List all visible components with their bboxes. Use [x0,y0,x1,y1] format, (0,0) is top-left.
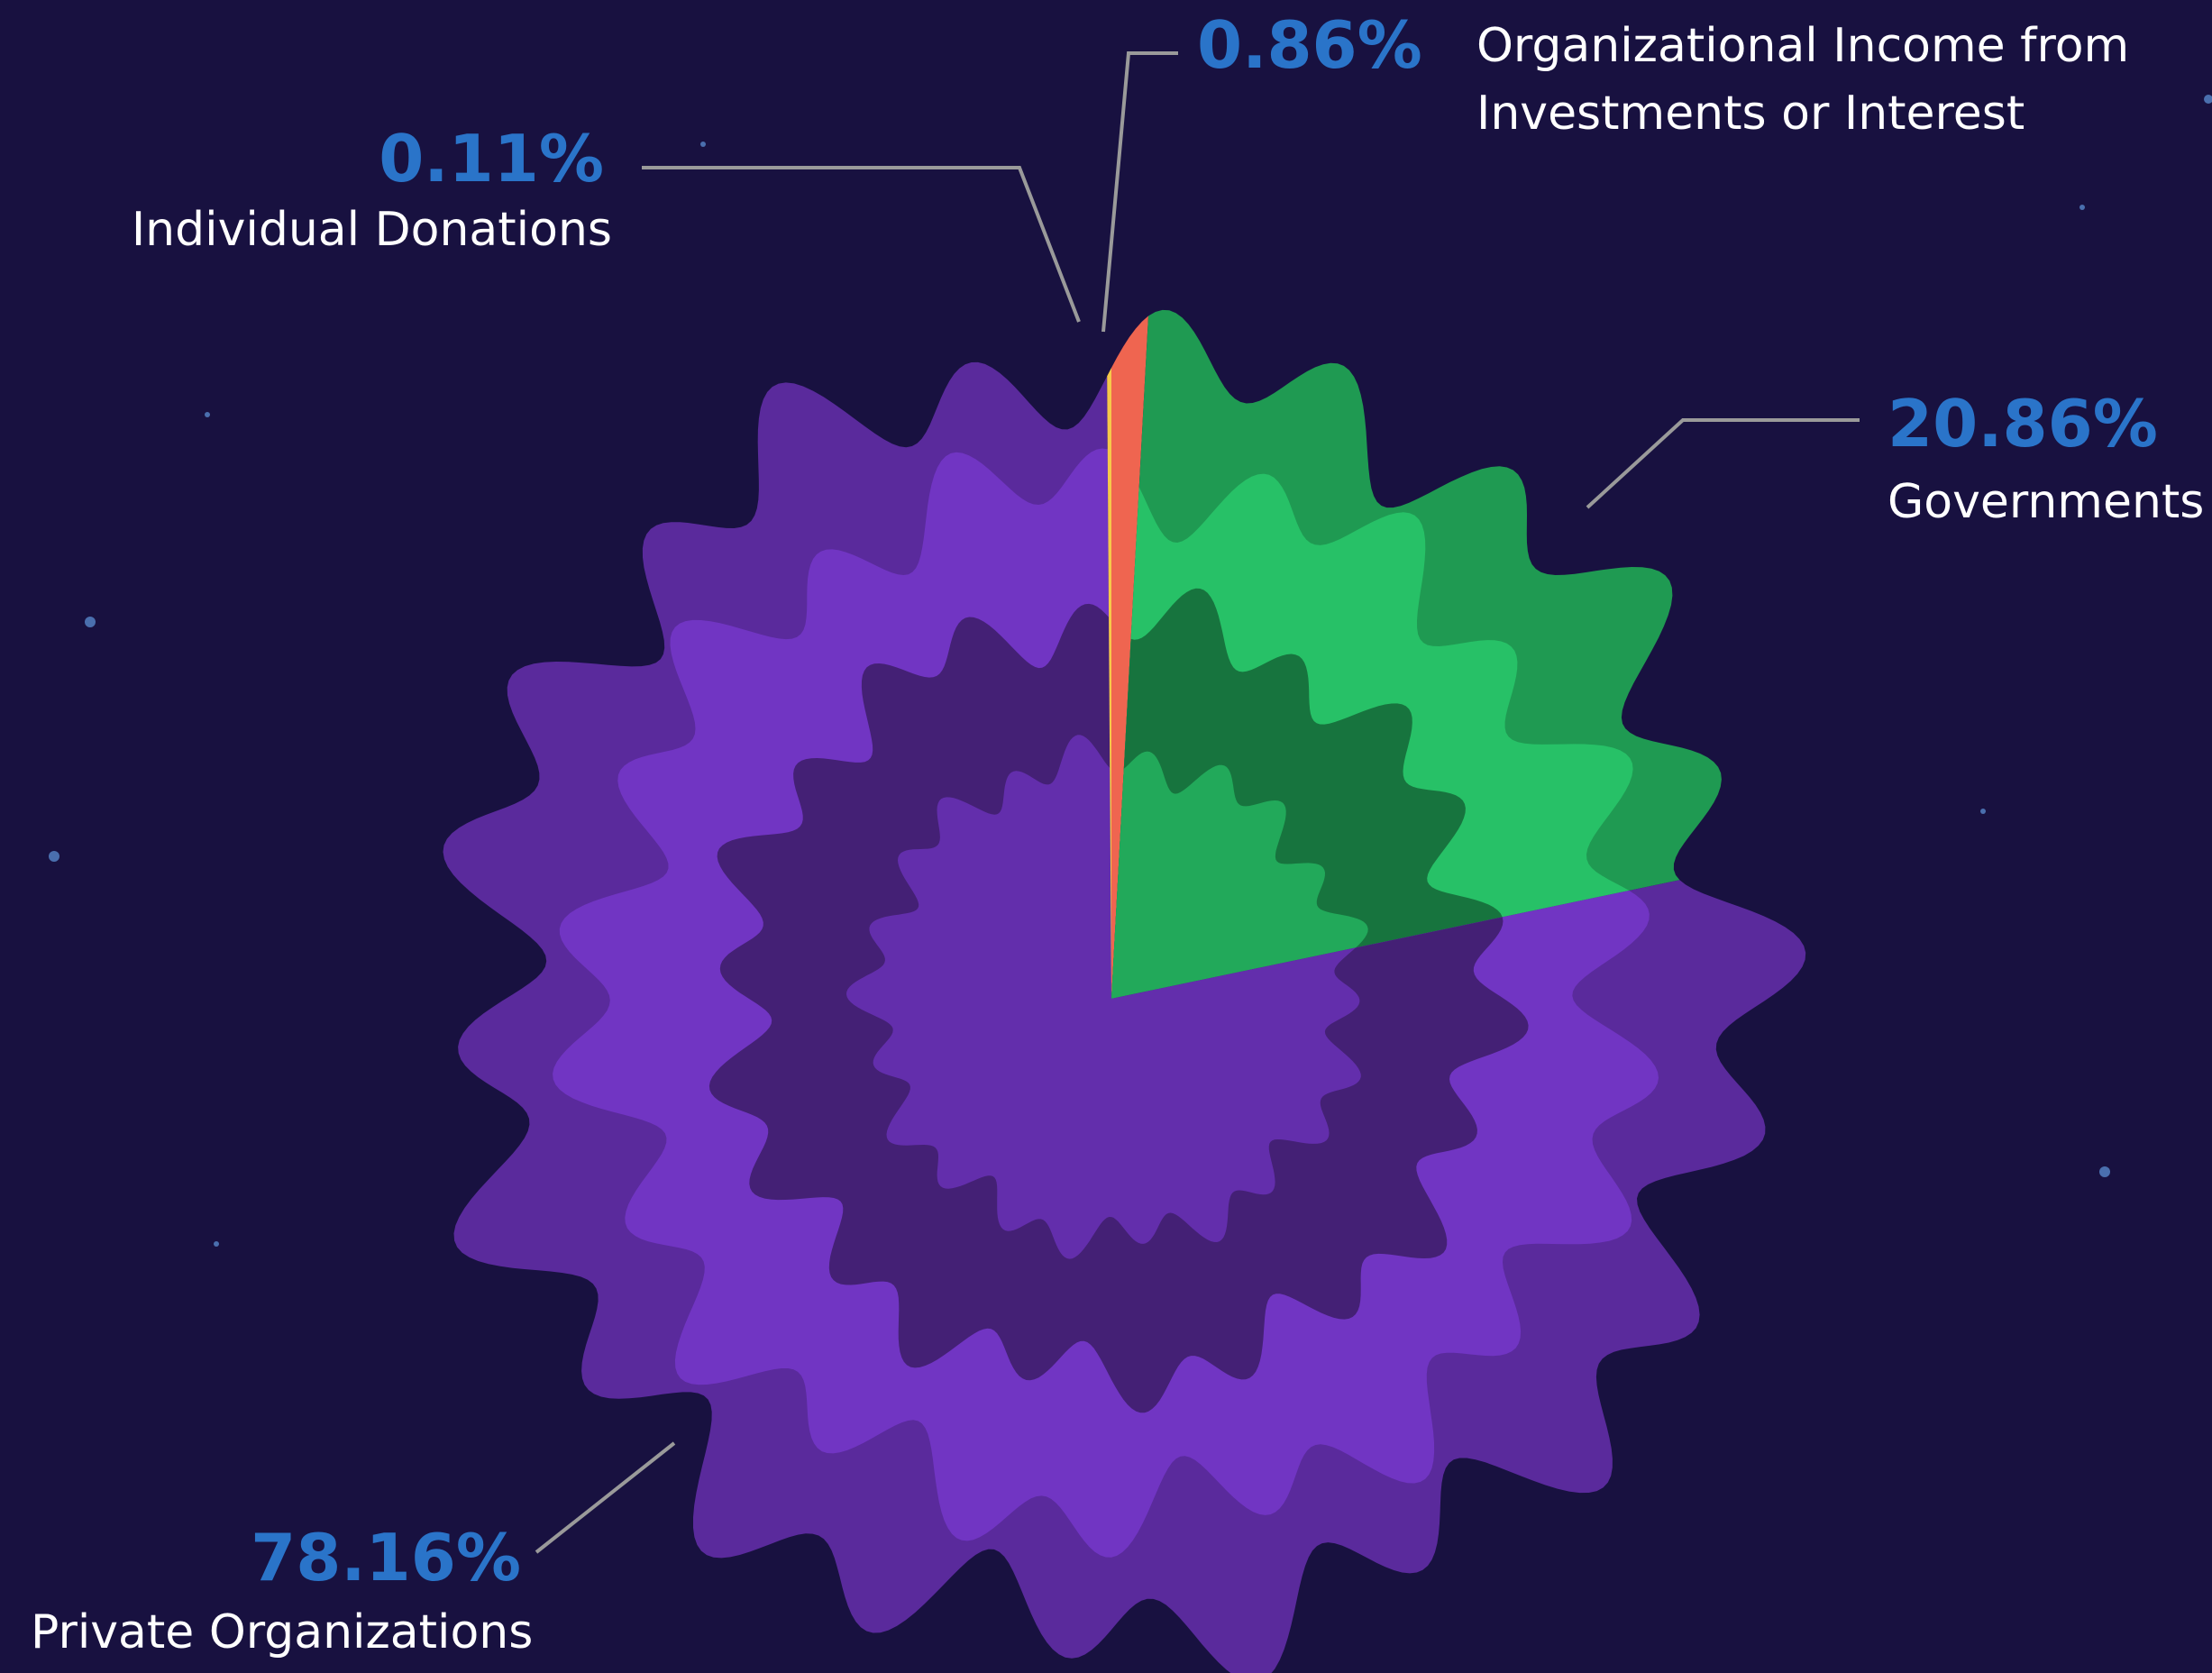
percent-label: 0.11% [379,126,604,191]
category-label: Governments [1888,469,2204,536]
category-label: Organizational Income from Investments o… [1476,13,2162,149]
page: 0.86% Organizational Income from Investm… [0,0,2212,1673]
percent-label: 78.16% [251,1525,521,1590]
pie [443,310,1806,1673]
percent-label: 0.86% [1197,13,1422,78]
category-label: Private Organizations [31,1599,533,1667]
percent-label: 20.86% [1888,391,2158,456]
leader-line [642,168,1079,322]
leader-line [1103,53,1178,332]
leader-line [1587,420,1860,507]
leader-line [536,1443,674,1552]
category-label: Individual Donations [132,197,612,264]
